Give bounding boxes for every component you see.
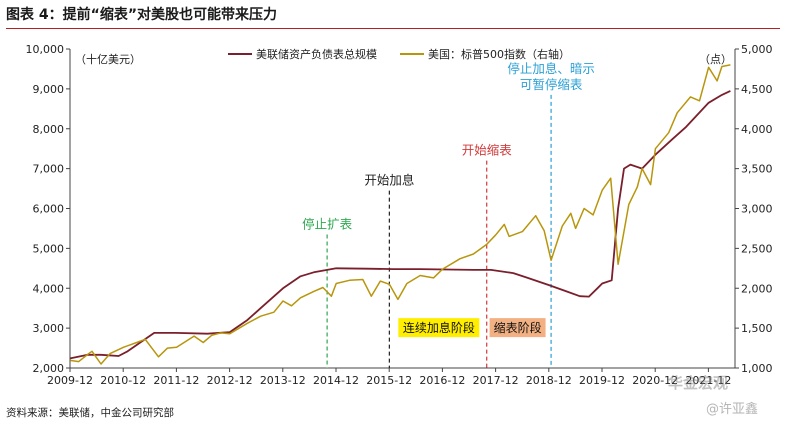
x-tick-label: 2014-12 <box>313 374 359 387</box>
legend-label-2: 美国：标普500指数（右轴） <box>428 47 570 61</box>
series-line-1 <box>70 90 731 360</box>
x-tick-label: 2016-12 <box>419 374 465 387</box>
watermark-author: @许亚鑫 <box>706 402 759 417</box>
right-tick-label: 2,000 <box>741 282 773 295</box>
x-tick-label: 2021-12 <box>685 374 731 387</box>
title-divider <box>6 28 780 29</box>
right-tick-label: 3,000 <box>741 203 773 216</box>
right-tick-label: 1,500 <box>741 322 773 335</box>
left-tick-label: 3,000 <box>33 322 65 335</box>
legend-label-1: 美联储资产负债表总规模 <box>256 47 377 61</box>
x-tick-label: 2017-12 <box>473 374 519 387</box>
x-tick-label: 2011-12 <box>153 374 199 387</box>
source-note: 资料来源：美联储，中金公司研究部 <box>6 407 174 419</box>
left-tick-label: 2,000 <box>33 362 65 375</box>
phase-label-1: 连续加息阶段 <box>403 320 475 335</box>
left-tick-label: 5,000 <box>33 242 65 255</box>
x-tick-label: 2018-12 <box>526 374 572 387</box>
x-tick-label: 2012-12 <box>207 374 253 387</box>
right-tick-label: 4,000 <box>741 123 773 136</box>
right-tick-label: 2,500 <box>741 242 773 255</box>
phase-highlight-1 <box>398 318 480 338</box>
left-tick-label: 8,000 <box>33 123 65 136</box>
series-line-2 <box>70 64 731 365</box>
x-tick-label: 2020-12 <box>632 374 678 387</box>
right-tick-label: 1,000 <box>741 362 773 375</box>
x-tick-label: 2019-12 <box>579 374 625 387</box>
left-tick-label: 9,000 <box>33 83 65 96</box>
x-tick-label: 2015-12 <box>366 374 412 387</box>
x-tick-label: 2013-12 <box>260 374 306 387</box>
phase-highlight-2 <box>489 318 546 338</box>
event-label-3: 开始缩表 <box>462 143 513 158</box>
watermark-logo-text: 华金宏观 <box>668 374 729 392</box>
event-label-4: 停止加息、暗示可暂停缩表 <box>507 61 595 92</box>
right-tick-label: 4,500 <box>741 83 773 96</box>
event-label-1: 停止扩表 <box>302 216 353 231</box>
right-tick-label: 5,000 <box>741 43 773 56</box>
left-unit-label: （十亿美元） <box>75 52 141 66</box>
left-tick-label: 6,000 <box>33 203 65 216</box>
left-tick-label: 10,000 <box>26 43 65 56</box>
left-tick-label: 7,000 <box>33 163 65 176</box>
x-tick-label: 2010-12 <box>100 374 146 387</box>
right-tick-label: 3,500 <box>741 163 773 176</box>
right-unit-label: （点） <box>699 53 732 66</box>
page-title: 图表 4：提前“缩表”对美股也可能带来压力 <box>6 7 278 23</box>
event-label-2: 开始加息 <box>364 173 414 188</box>
x-tick-label: 2009-12 <box>47 374 93 387</box>
left-tick-label: 4,000 <box>33 282 65 295</box>
phase-label-2: 缩表阶段 <box>494 320 542 335</box>
